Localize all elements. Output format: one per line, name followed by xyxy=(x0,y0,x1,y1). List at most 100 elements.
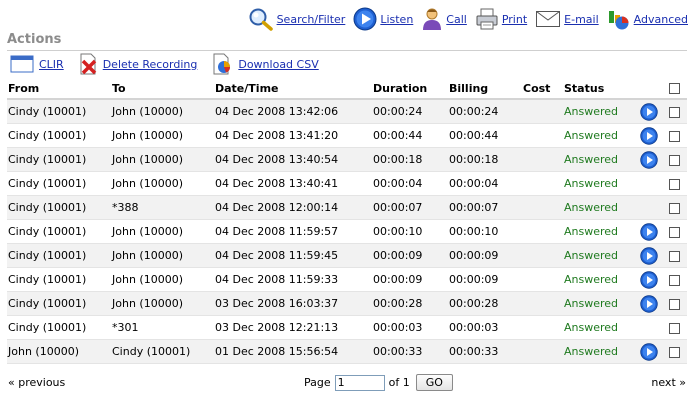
row-checkbox[interactable] xyxy=(669,274,680,286)
cell-from: Cindy (10001) xyxy=(7,315,111,340)
print-link[interactable]: Print xyxy=(501,12,528,26)
row-checkbox[interactable] xyxy=(669,178,680,190)
row-checkbox[interactable] xyxy=(669,250,680,262)
col-duration[interactable]: Duration xyxy=(372,78,448,100)
next-page-link[interactable]: next » xyxy=(651,376,686,389)
listen-link[interactable]: Listen xyxy=(380,12,414,26)
advanced-link[interactable]: Advanced xyxy=(633,12,688,26)
cell-billing: 00:00:04 xyxy=(448,171,522,196)
row-checkbox[interactable] xyxy=(669,346,680,358)
previous-page-link[interactable]: « previous xyxy=(8,376,66,389)
table-row[interactable]: Cindy (10001) John (10000) 04 Dec 2008 11:… xyxy=(7,267,687,292)
cell-cost xyxy=(522,171,563,196)
magnifier-icon xyxy=(249,8,273,31)
cell-datetime: 01 Dec 2008 15:56:54 xyxy=(214,339,372,364)
cell-datetime: 03 Dec 2008 12:21:13 xyxy=(214,315,372,340)
print-tool[interactable]: Print xyxy=(475,7,527,31)
table-row[interactable]: Cindy (10001) John (10000) 04 Dec 2008 13:… xyxy=(7,123,687,148)
actions-bar: CLIR Delete Recording Download CSV xyxy=(10,52,333,76)
row-checkbox[interactable] xyxy=(669,298,680,310)
download-csv-action[interactable]: Download CSV xyxy=(211,53,319,75)
cell-play xyxy=(639,195,665,220)
delete-x-icon xyxy=(80,53,96,75)
call-tool[interactable]: Call xyxy=(421,7,467,31)
delete-recording-action[interactable]: Delete Recording xyxy=(78,53,198,75)
cell-status: Answered xyxy=(563,195,639,220)
table-row[interactable]: John (10000) Cindy (10001) 01 Dec 2008 15:… xyxy=(7,339,687,364)
cell-billing: 00:00:10 xyxy=(448,219,522,244)
email-tool[interactable]: E-mail xyxy=(535,8,599,30)
envelope-icon xyxy=(536,11,561,27)
table-row[interactable]: Cindy (10001) John (10000) 04 Dec 2008 11:… xyxy=(7,219,687,244)
play-icon[interactable] xyxy=(640,294,658,313)
advanced-tool[interactable]: Advanced xyxy=(607,7,688,31)
cell-status: Answered xyxy=(563,243,639,268)
cell-select xyxy=(665,99,687,124)
cell-from: Cindy (10001) xyxy=(7,243,111,268)
listen-tool[interactable]: Listen xyxy=(353,7,413,31)
table-row[interactable]: Cindy (10001) *388 04 Dec 2008 12:00:14 00:… xyxy=(7,195,687,220)
call-person-icon xyxy=(423,8,442,30)
cell-cost xyxy=(522,267,563,292)
table-row[interactable]: Cindy (10001) John (10000) 04 Dec 2008 13:… xyxy=(7,147,687,172)
col-datetime[interactable]: Date/Time xyxy=(214,78,372,100)
cell-duration: 00:00:03 xyxy=(372,315,448,340)
col-from[interactable]: From xyxy=(7,78,111,100)
cell-to: John (10000) xyxy=(111,147,214,172)
page-number-input[interactable] xyxy=(334,374,385,391)
cell-cost xyxy=(522,339,563,364)
play-icon[interactable] xyxy=(640,150,658,169)
delete-recording-link[interactable]: Delete Recording xyxy=(102,57,198,71)
email-link[interactable]: E-mail xyxy=(564,12,599,26)
cell-play xyxy=(639,171,665,196)
row-checkbox[interactable] xyxy=(669,154,680,166)
calls-table: From To Date/Time Duration Billing Cost … xyxy=(7,78,687,364)
cell-status: Answered xyxy=(563,315,639,340)
clir-action[interactable]: CLIR xyxy=(10,54,64,74)
cell-billing: 00:00:18 xyxy=(448,147,522,172)
col-to[interactable]: To xyxy=(111,78,214,100)
play-icon[interactable] xyxy=(640,342,658,361)
call-link[interactable]: Call xyxy=(446,12,467,26)
go-button[interactable]: GO xyxy=(415,374,453,391)
cell-billing: 00:00:24 xyxy=(448,99,522,124)
cell-status: Answered xyxy=(563,291,639,316)
row-checkbox[interactable] xyxy=(669,226,680,238)
top-toolbar: Search/Filter Listen Call Print E-ma xyxy=(240,6,688,32)
cell-datetime: 04 Dec 2008 11:59:33 xyxy=(214,267,372,292)
row-checkbox[interactable] xyxy=(669,202,680,214)
cell-duration: 00:00:44 xyxy=(372,123,448,148)
cell-to: John (10000) xyxy=(111,219,214,244)
table-row[interactable]: Cindy (10001) John (10000) 04 Dec 2008 11:… xyxy=(7,243,687,268)
download-csv-link[interactable]: Download CSV xyxy=(238,57,319,71)
cell-play xyxy=(639,147,665,172)
search-filter-link[interactable]: Search/Filter xyxy=(276,12,346,26)
play-icon[interactable] xyxy=(640,102,658,121)
clir-link[interactable]: CLIR xyxy=(39,57,64,71)
play-icon[interactable] xyxy=(640,222,658,241)
table-row[interactable]: Cindy (10001) John (10000) 03 Dec 2008 16:… xyxy=(7,291,687,316)
play-icon[interactable] xyxy=(640,246,658,265)
cell-billing: 00:00:07 xyxy=(448,195,522,220)
col-billing[interactable]: Billing xyxy=(448,78,522,100)
cell-play xyxy=(639,339,665,364)
row-checkbox[interactable] xyxy=(669,106,680,118)
table-row[interactable]: Cindy (10001) John (10000) 04 Dec 2008 13:… xyxy=(7,171,687,196)
play-icon[interactable] xyxy=(640,126,658,145)
cell-from: Cindy (10001) xyxy=(7,219,111,244)
play-icon[interactable] xyxy=(640,270,658,289)
cell-from: Cindy (10001) xyxy=(7,195,111,220)
table-row[interactable]: Cindy (10001) John (10000) 04 Dec 2008 13:… xyxy=(7,99,687,124)
table-row[interactable]: Cindy (10001) *301 03 Dec 2008 12:21:13 00:… xyxy=(7,315,687,340)
cell-billing: 00:00:03 xyxy=(448,315,522,340)
row-checkbox[interactable] xyxy=(669,130,680,142)
cell-duration: 00:00:24 xyxy=(372,99,448,124)
row-checkbox[interactable] xyxy=(669,322,680,334)
search-filter-tool[interactable]: Search/Filter xyxy=(248,7,346,31)
col-cost[interactable]: Cost xyxy=(522,78,563,100)
select-all-checkbox[interactable] xyxy=(669,83,680,94)
col-status[interactable]: Status xyxy=(563,78,639,100)
cell-billing: 00:00:09 xyxy=(448,267,522,292)
cell-status: Answered xyxy=(563,339,639,364)
cell-select xyxy=(665,243,687,268)
